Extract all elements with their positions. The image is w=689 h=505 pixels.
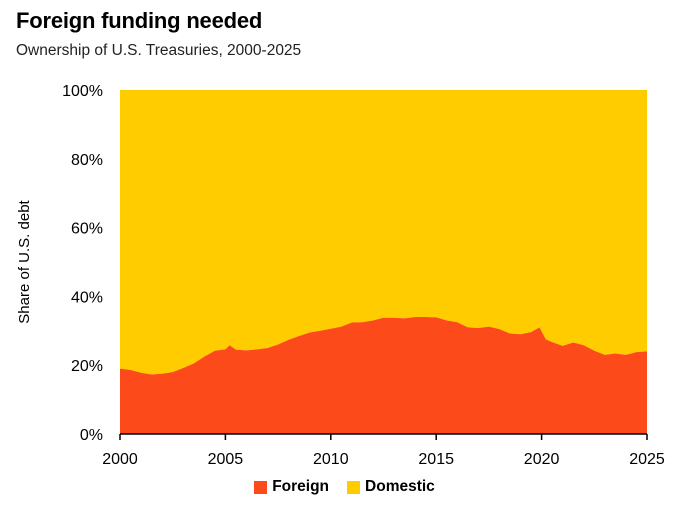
series-area-foreign <box>120 317 647 434</box>
y-tick-label: 60% <box>71 221 103 238</box>
legend-swatch-foreign <box>254 480 268 494</box>
chart-title: Foreign funding needed <box>16 8 263 33</box>
y-tick-label: 100% <box>62 83 103 100</box>
y-axis-label: Share of U.S. debt <box>16 199 33 323</box>
stacked-area-chart: 0% 20% 40% 60% 80% 100% 2000 2005 2010 2015 2020 2… <box>16 83 665 468</box>
x-tick-label: 2025 <box>629 451 665 468</box>
y-tick-label: 0% <box>80 427 103 444</box>
x-tick-label: 2005 <box>208 451 244 468</box>
x-tick-label: 2000 <box>102 451 138 468</box>
y-tick-label: 20% <box>71 358 103 375</box>
chart-subtitle: Ownership of U.S. Treasuries, 2000-2025 <box>16 42 302 59</box>
legend-swatch-domestic <box>347 480 361 494</box>
legend-label-domestic: Domestic <box>365 478 435 495</box>
x-tick-label: 2010 <box>313 451 349 468</box>
legend-item-domestic: Domestic <box>347 478 435 496</box>
y-tick-label: 40% <box>71 289 103 306</box>
legend-item-foreign: Foreign <box>254 478 329 496</box>
x-tick-label: 2020 <box>524 451 560 468</box>
legend: Foreign Domestic <box>0 478 689 496</box>
series-area-domestic <box>120 90 647 375</box>
legend-label-foreign: Foreign <box>272 478 330 495</box>
x-tick-label: 2015 <box>418 451 454 468</box>
y-tick-label: 80% <box>71 152 103 169</box>
